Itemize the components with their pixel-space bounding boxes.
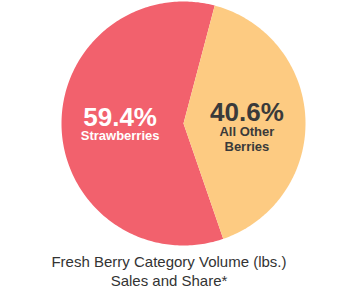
svg-text:All OtherBerries: All OtherBerries: [219, 124, 274, 154]
svg-text:59.4%: 59.4%: [83, 102, 157, 132]
html-text:Sales and Share*: Sales and Share*: [110, 272, 228, 289]
html-text:Fresh Berry Category Volume (l: Fresh Berry Category Volume (lbs.): [51, 253, 287, 270]
svg-text:40.6%: 40.6%: [210, 97, 284, 127]
svg-text:Strawberries: Strawberries: [81, 128, 160, 143]
